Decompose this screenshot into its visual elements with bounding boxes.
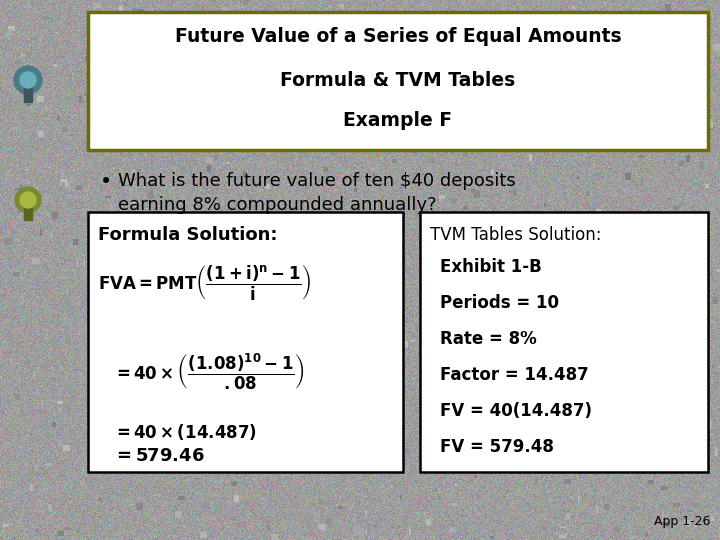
Text: •: • [100,172,112,192]
FancyBboxPatch shape [88,212,403,472]
Bar [24,202,32,220]
Text: What is the future value of ten $40 deposits: What is the future value of ten $40 depo… [118,172,516,190]
Circle shape [20,192,36,208]
Text: TVM Tables Solution:: TVM Tables Solution: [430,226,601,244]
Bar [24,82,32,102]
FancyBboxPatch shape [88,12,708,150]
Text: $\mathbf{= 40 \times (14.487)}$: $\mathbf{= 40 \times (14.487)}$ [113,422,257,442]
Text: Factor = 14.487: Factor = 14.487 [440,366,589,384]
Text: Formula Solution:: Formula Solution: [98,226,277,244]
FancyBboxPatch shape [420,212,708,472]
Text: App 1-26: App 1-26 [654,515,710,528]
Text: FV = 40(14.487): FV = 40(14.487) [440,402,592,420]
Text: Formula & TVM Tables: Formula & TVM Tables [280,71,516,90]
Text: FV = 579.48: FV = 579.48 [440,438,554,456]
Text: $\mathbf{= 40 \times \left(\dfrac{(1.08)^{10}-1}{.08}\right)}$: $\mathbf{= 40 \times \left(\dfrac{(1.08)… [113,352,305,392]
Text: earning 8% compounded annually?: earning 8% compounded annually? [118,196,436,214]
Text: $\mathbf{FVA = PMT\left(\dfrac{(1+i)^{n}-1}{i}\right)}$: $\mathbf{FVA = PMT\left(\dfrac{(1+i)^{n}… [98,264,312,303]
Circle shape [20,72,36,88]
Text: Example F: Example F [343,111,453,130]
Text: Exhibit 1-B: Exhibit 1-B [440,258,541,276]
Text: Rate = 8%: Rate = 8% [440,330,536,348]
Text: Future Value of a Series of Equal Amounts: Future Value of a Series of Equal Amount… [175,26,621,45]
Circle shape [14,66,42,94]
Text: Periods = 10: Periods = 10 [440,294,559,312]
Text: $\mathbf{= 579.46}$: $\mathbf{= 579.46}$ [113,447,204,465]
Circle shape [15,187,41,213]
